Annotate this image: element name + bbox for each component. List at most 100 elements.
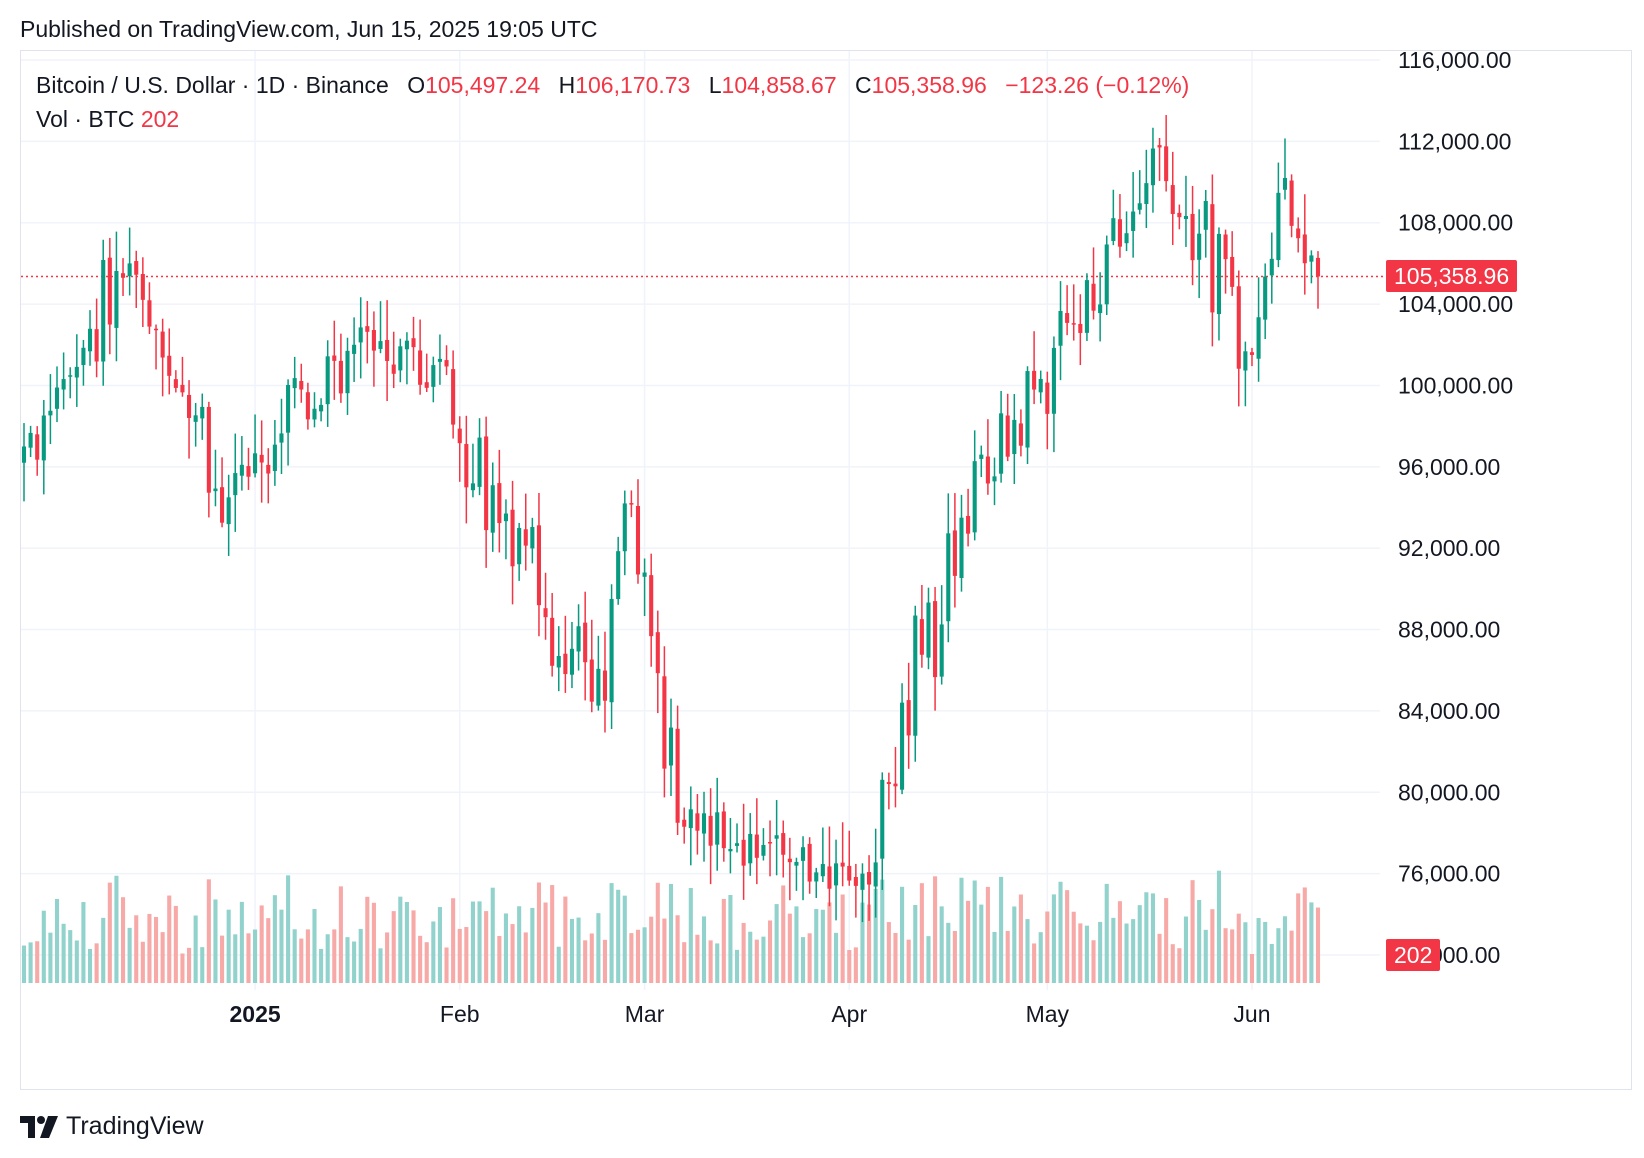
- volume-bar: [1065, 890, 1070, 983]
- candle-body: [391, 364, 396, 374]
- x-tick-label: Apr: [831, 1001, 867, 1027]
- volume-bar: [239, 901, 244, 983]
- candle-body: [1098, 304, 1103, 314]
- candle-body: [470, 483, 475, 491]
- candle-body: [853, 877, 858, 886]
- volume-bar: [464, 927, 469, 983]
- volume-bar: [596, 913, 601, 983]
- candle-body: [543, 608, 548, 618]
- volume-bar: [54, 898, 60, 983]
- volume-bar: [226, 909, 231, 983]
- candle-body: [616, 551, 621, 600]
- volume-bar: [827, 902, 832, 983]
- volume-bar: [886, 922, 891, 983]
- y-tick-label: 112,000.00: [1398, 128, 1511, 154]
- candle-body: [1018, 423, 1023, 446]
- candle-body: [338, 360, 343, 394]
- volume-bar: [28, 942, 33, 983]
- volume-bar: [1223, 928, 1228, 983]
- candle-body: [913, 615, 918, 736]
- candle-body: [1177, 212, 1182, 218]
- candle-body: [1084, 280, 1089, 333]
- volume-bar: [457, 928, 462, 983]
- volume-bar: [503, 913, 508, 983]
- volume-bar: [48, 932, 53, 983]
- candle-body: [767, 842, 773, 844]
- volume-bar: [418, 935, 423, 983]
- volume-bar: [305, 929, 310, 983]
- volume-bar: [807, 933, 812, 983]
- volume-bar: [933, 876, 938, 983]
- volume-bar: [926, 936, 931, 983]
- volume-bar: [134, 915, 139, 983]
- y-tick-label: 100,000.00: [1398, 372, 1513, 398]
- candle-body: [721, 811, 726, 849]
- low-label: L: [708, 72, 722, 98]
- candle-body: [926, 602, 931, 658]
- candle-body: [21, 446, 27, 463]
- candle-body: [61, 379, 66, 390]
- volume-bar: [1032, 943, 1037, 983]
- candle-body: [1005, 415, 1010, 457]
- volume-bar: [880, 879, 885, 983]
- volume-bar: [220, 935, 225, 983]
- candle-body: [682, 819, 687, 827]
- volume-bar: [1296, 893, 1301, 983]
- volume-bar: [1203, 929, 1208, 983]
- candle-body: [1197, 233, 1202, 260]
- candle-body: [602, 670, 608, 701]
- volume-bar: [371, 902, 376, 983]
- volume-bar: [999, 876, 1004, 983]
- volume-bar: [1289, 930, 1294, 983]
- volume-bar: [74, 940, 79, 983]
- volume-bar: [391, 911, 396, 983]
- volume-bar: [959, 877, 964, 983]
- volume-bar: [1091, 940, 1096, 983]
- volume-bar: [497, 935, 502, 983]
- candle-body: [946, 533, 951, 622]
- candle-body: [1296, 228, 1301, 239]
- volume-bar: [1230, 929, 1235, 983]
- candle-body: [1269, 258, 1274, 276]
- candle-body: [609, 598, 614, 703]
- volume-bar: [715, 943, 720, 983]
- volume-bar: [1111, 917, 1116, 983]
- candle-body: [1045, 382, 1050, 414]
- volume-bar: [543, 902, 548, 983]
- volume-bar: [1236, 913, 1241, 983]
- candle-body: [576, 626, 581, 652]
- volume-bar: [900, 886, 905, 983]
- volume-bar: [721, 898, 726, 983]
- candle-body: [701, 813, 707, 834]
- volume-bar: [1216, 870, 1222, 983]
- candle-body: [517, 527, 522, 565]
- volume-bar: [246, 933, 251, 983]
- volume-bar: [1131, 919, 1136, 983]
- volume-bar: [1018, 894, 1023, 983]
- candle-body: [41, 415, 46, 461]
- candle-body: [1263, 276, 1268, 320]
- volume-bar: [688, 887, 693, 983]
- volume-bar: [972, 880, 977, 983]
- candle-body: [398, 346, 403, 371]
- candle-body: [1071, 323, 1076, 325]
- candle-body: [246, 466, 251, 477]
- candle-body: [728, 848, 733, 852]
- candle-body: [873, 862, 878, 887]
- volume-bar: [847, 949, 852, 983]
- volume-bar: [147, 913, 152, 983]
- candle-body: [1315, 257, 1321, 277]
- candle-body: [1243, 351, 1248, 371]
- volume-bar: [569, 918, 575, 983]
- candle-body: [81, 347, 86, 366]
- candle-body: [200, 406, 205, 419]
- candle-body: [1032, 370, 1037, 390]
- volume-bar: [180, 953, 185, 983]
- candle-body: [900, 702, 905, 790]
- footer-logo[interactable]: TradingView: [20, 1112, 204, 1141]
- volume-bar: [814, 909, 819, 983]
- candle-body: [484, 436, 489, 531]
- volume-bar: [1243, 922, 1248, 983]
- candle-body: [999, 413, 1004, 474]
